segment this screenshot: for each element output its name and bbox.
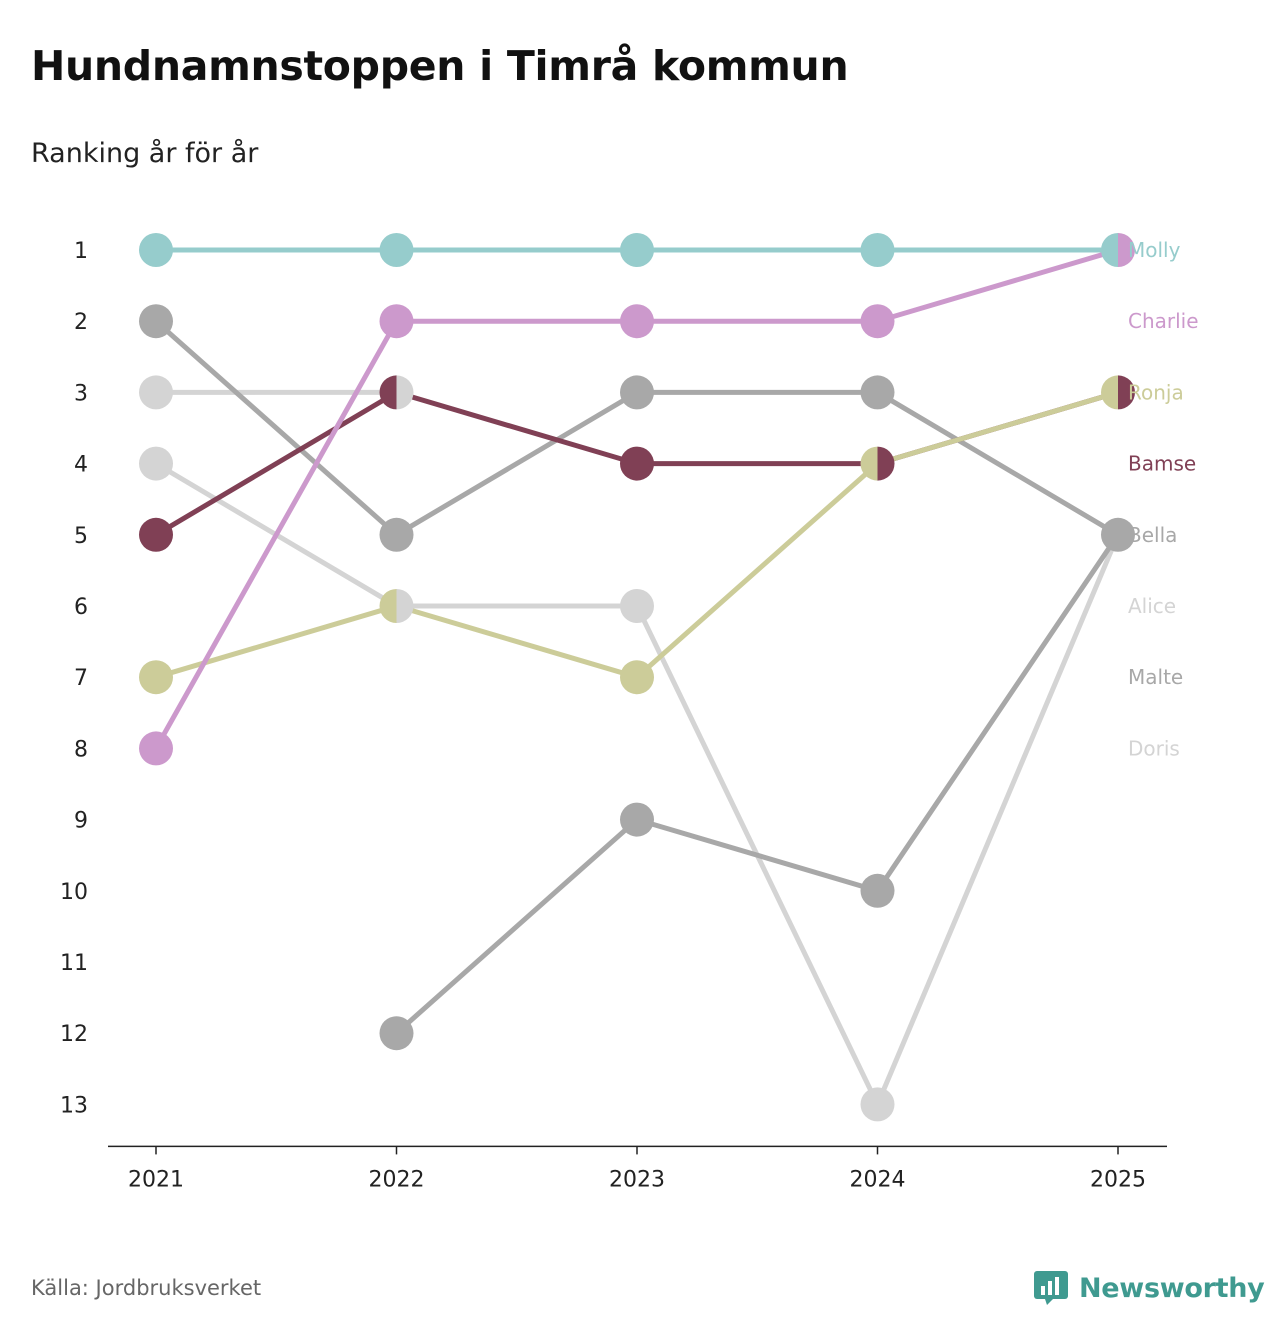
x-tick-label-2021: 2021 (128, 1167, 184, 1192)
end-label-ronja: Ronja (1128, 380, 1184, 404)
line-bamse-2022-2023 (394, 389, 640, 467)
point-charlie-2021 (139, 731, 173, 766)
point-bella-2025 (1101, 517, 1118, 552)
end-label-bamse: Bamse (1128, 452, 1196, 476)
line-bella-2024-2025 (875, 389, 1121, 538)
y-tick-label-6: 6 (74, 595, 88, 620)
end-label-malte: Malte (1128, 665, 1183, 689)
line-charlie-2021-2022 (153, 318, 399, 751)
point-malte-2022 (379, 1016, 414, 1051)
point-malte-2025 (1118, 517, 1135, 552)
brand-name: Newsworthy (1079, 1272, 1265, 1304)
y-tick-label-3: 3 (74, 381, 88, 406)
end-label-molly: Molly (1128, 238, 1181, 262)
line-malte-2023-2024 (634, 817, 880, 894)
point-bella-2022 (379, 517, 414, 552)
point-molly-2025 (1101, 233, 1118, 267)
x-tick-label-2022: 2022 (369, 1167, 425, 1192)
series-end-labels: Molly Charlie Ronja Bamse Bella Alice Malte Dor… (1128, 238, 1199, 760)
x-tick-label-2024: 2024 (850, 1167, 906, 1192)
line-ronja-2021-2022 (153, 603, 399, 680)
point-bella-2023 (620, 375, 654, 410)
end-label-charlie: Charlie (1128, 309, 1199, 333)
point-charlie-2024 (860, 304, 895, 339)
chart-subtitle: Ranking år för år (31, 138, 259, 169)
point-charlie-2022 (379, 304, 414, 339)
series-points (139, 233, 1135, 1122)
y-tick-label-9: 9 (74, 809, 88, 834)
point-ronja-2023 (620, 660, 654, 695)
end-label-doris: Doris (1128, 736, 1180, 760)
line-ronja-2023-2024 (634, 461, 880, 680)
y-tick-label-10: 10 (60, 880, 88, 905)
point-ronja-2024 (860, 446, 878, 481)
point-molly-2024 (860, 233, 895, 267)
point-molly-2022 (379, 233, 414, 267)
brand: Newsworthy (1033, 1268, 1265, 1308)
y-tick-label-2: 2 (74, 310, 88, 335)
point-malte-2024 (860, 873, 895, 908)
line-malte-2022-2023 (394, 817, 640, 1036)
point-alice-2022 (396, 375, 414, 410)
y-tick-label-4: 4 (74, 453, 88, 478)
point-charlie-2023 (620, 304, 654, 339)
source-note: Källa: Jordbruksverket (31, 1276, 262, 1300)
end-label-bella: Bella (1128, 523, 1177, 547)
point-ronja-2021 (139, 660, 173, 695)
point-bella-2021 (139, 304, 173, 339)
end-label-alice: Alice (1128, 594, 1176, 618)
y-tick-label-7: 7 (74, 666, 88, 691)
series-lines (153, 247, 1121, 1107)
newsworthy-logo-icon (1034, 1271, 1068, 1305)
point-molly-2023 (620, 233, 654, 267)
point-doris-2022 (396, 589, 414, 623)
line-charlie-2024-2025 (875, 247, 1121, 324)
point-doris-2023 (620, 589, 654, 623)
y-tick-label-12: 12 (60, 1022, 88, 1047)
x-tick-label-2025: 2025 (1090, 1167, 1146, 1192)
point-bamse-2025 (1118, 375, 1135, 410)
point-bamse-2023 (620, 446, 654, 481)
line-bamse-2021-2022 (153, 389, 399, 538)
y-tick-label-1: 1 (74, 239, 88, 264)
point-bamse-2022 (379, 375, 397, 410)
line-bella-2021-2022 (153, 318, 399, 538)
point-doris-2021 (139, 446, 173, 481)
point-alice-2021 (139, 375, 173, 410)
point-ronja-2025 (1101, 375, 1118, 410)
point-doris-2024 (860, 1087, 895, 1122)
point-bamse-2024 (877, 446, 895, 481)
line-doris-2024-2025 (875, 532, 1121, 1107)
point-charlie-2025 (1118, 233, 1135, 267)
y-tick-label-13: 13 (60, 1093, 88, 1118)
chart-title: Hundnamnstoppen i Timrå kommun (31, 42, 849, 90)
x-tick-label-2023: 2023 (609, 1167, 665, 1192)
line-bella-2022-2023 (394, 389, 640, 538)
point-molly-2021 (139, 233, 173, 267)
line-malte-2024-2025 (875, 532, 1121, 894)
point-malte-2023 (620, 802, 654, 837)
y-tick-label-11: 11 (60, 951, 88, 976)
x-axis: 2021 2022 2023 2024 2025 (108, 1145, 1167, 1192)
point-bella-2024 (860, 375, 895, 410)
point-bamse-2021 (139, 517, 173, 552)
point-ronja-2022 (379, 589, 397, 623)
line-ronja-2022-2023 (394, 603, 640, 680)
y-tick-label-8: 8 (74, 737, 88, 762)
line-ronja-2024-2025 (875, 389, 1121, 467)
y-tick-label-5: 5 (74, 524, 88, 549)
